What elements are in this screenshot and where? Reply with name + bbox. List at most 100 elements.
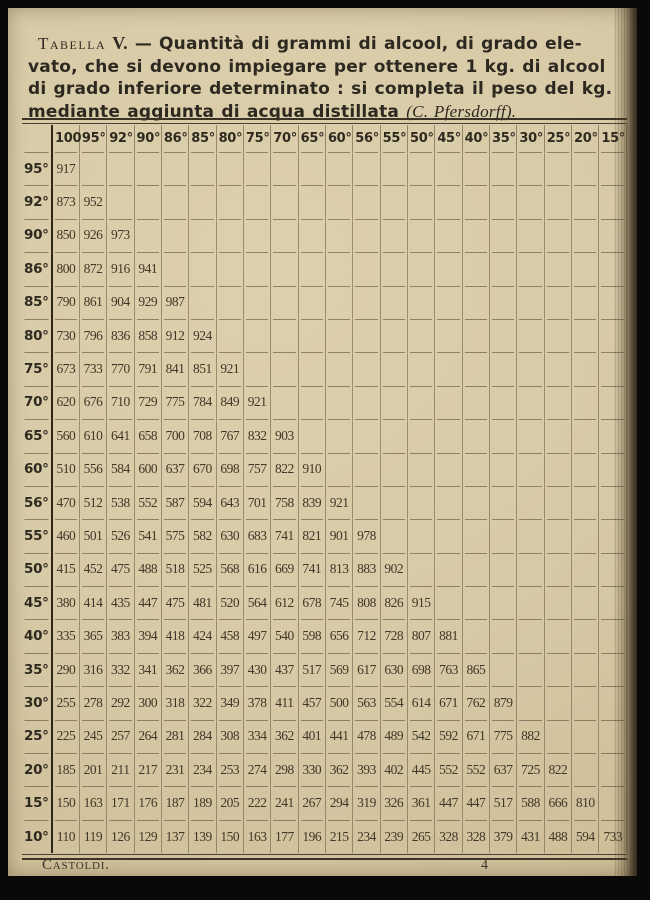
value-cell: 666 xyxy=(544,786,573,820)
empty-cell xyxy=(407,452,436,486)
empty-cell xyxy=(434,586,463,620)
value-cell: 489 xyxy=(380,719,408,754)
empty-cell xyxy=(407,152,436,186)
empty-cell xyxy=(298,419,326,453)
empty-cell xyxy=(516,318,545,353)
empty-cell xyxy=(489,252,518,286)
value-cell: 620 xyxy=(52,385,80,420)
value-cell: 488 xyxy=(544,819,573,854)
value-cell: 129 xyxy=(134,819,162,854)
empty-cell xyxy=(571,652,600,687)
empty-cell xyxy=(407,285,436,319)
empty-cell xyxy=(106,152,135,186)
value-cell: 728 xyxy=(380,619,408,653)
col-header-100: 100 xyxy=(52,125,82,152)
empty-cell xyxy=(544,519,573,553)
value-cell: 563 xyxy=(352,686,381,720)
empty-cell xyxy=(489,552,518,587)
value-cell: 821 xyxy=(298,519,326,553)
value-cell: 211 xyxy=(106,753,135,787)
col-header-80: 80° xyxy=(216,125,244,152)
value-cell: 137 xyxy=(161,819,190,854)
empty-cell xyxy=(571,452,600,486)
value-cell: 784 xyxy=(188,385,217,420)
empty-cell xyxy=(325,419,354,453)
empty-cell xyxy=(380,185,408,219)
empty-cell xyxy=(462,552,491,587)
empty-cell xyxy=(243,218,272,253)
value-cell: 510 xyxy=(52,452,80,486)
value-cell: 708 xyxy=(188,419,217,453)
value-cell: 366 xyxy=(188,652,217,687)
empty-cell xyxy=(243,185,272,219)
value-cell: 630 xyxy=(380,652,408,687)
empty-cell xyxy=(544,586,573,620)
empty-cell xyxy=(434,452,463,486)
empty-cell xyxy=(516,185,545,219)
value-cell: 841 xyxy=(161,352,190,386)
value-cell: 791 xyxy=(134,352,162,386)
value-cell: 582 xyxy=(188,519,217,553)
value-cell: 540 xyxy=(270,619,299,653)
empty-cell xyxy=(352,252,381,286)
row-label: 85° xyxy=(22,285,53,319)
empty-cell xyxy=(270,385,299,420)
empty-cell xyxy=(216,218,244,253)
empty-cell xyxy=(489,385,518,420)
empty-cell xyxy=(407,318,436,353)
col-header-30: 30° xyxy=(516,125,545,152)
empty-cell xyxy=(462,586,491,620)
value-cell: 836 xyxy=(106,318,135,353)
value-cell: 873 xyxy=(52,185,80,219)
value-cell: 520 xyxy=(216,586,244,620)
value-cell: 745 xyxy=(325,586,354,620)
value-cell: 924 xyxy=(188,318,217,353)
value-cell: 592 xyxy=(434,719,463,754)
value-cell: 839 xyxy=(298,485,326,520)
value-cell: 319 xyxy=(352,786,381,820)
empty-cell xyxy=(243,152,272,186)
value-cell: 308 xyxy=(216,719,244,754)
empty-cell xyxy=(434,552,463,587)
title-line-4: mediante aggiunta di acqua distillata (C… xyxy=(28,101,620,124)
row-label: 86° xyxy=(22,252,53,286)
value-cell: 300 xyxy=(134,686,162,720)
value-cell: 378 xyxy=(243,686,272,720)
value-cell: 517 xyxy=(298,652,326,687)
value-cell: 882 xyxy=(516,719,545,754)
empty-cell xyxy=(270,318,299,353)
empty-cell xyxy=(544,352,573,386)
header-row: 100 95° 92° 90° 86° 85° 80° 75° 70° 65° 60° 56° 55° 5… xyxy=(22,125,627,152)
value-cell: 616 xyxy=(243,552,272,587)
value-cell: 217 xyxy=(134,753,162,787)
value-cell: 437 xyxy=(270,652,299,687)
empty-cell xyxy=(462,285,491,319)
value-cell: 452 xyxy=(79,552,108,587)
value-cell: 594 xyxy=(188,485,217,520)
value-cell: 560 xyxy=(52,419,80,453)
empty-cell xyxy=(544,552,573,587)
table-row-56: 56° 470 512 538 552 587 594 643 701 758 839 921 xyxy=(22,485,627,520)
row-label: 45° xyxy=(22,586,53,620)
value-cell: 278 xyxy=(79,686,108,720)
table-row-60: 60° 510 556 584 600 637 670 698 757 822 910 xyxy=(22,452,627,486)
empty-cell xyxy=(571,552,600,587)
empty-cell xyxy=(571,686,600,720)
value-cell: 163 xyxy=(79,786,108,820)
value-cell: 556 xyxy=(79,452,108,486)
value-cell: 326 xyxy=(380,786,408,820)
title-line-2: vato, che si devono impiegare per ottene… xyxy=(28,56,606,77)
col-header-55: 55° xyxy=(380,125,408,152)
value-cell: 865 xyxy=(462,652,491,687)
value-cell: 185 xyxy=(52,753,80,787)
value-cell: 332 xyxy=(106,652,135,687)
value-cell: 673 xyxy=(52,352,80,386)
value-cell: 126 xyxy=(106,819,135,854)
empty-cell xyxy=(489,152,518,186)
value-cell: 757 xyxy=(243,452,272,486)
book-edge-shadow xyxy=(613,8,637,876)
empty-cell xyxy=(571,185,600,219)
empty-cell xyxy=(325,452,354,486)
empty-cell xyxy=(516,352,545,386)
value-cell: 284 xyxy=(188,719,217,754)
